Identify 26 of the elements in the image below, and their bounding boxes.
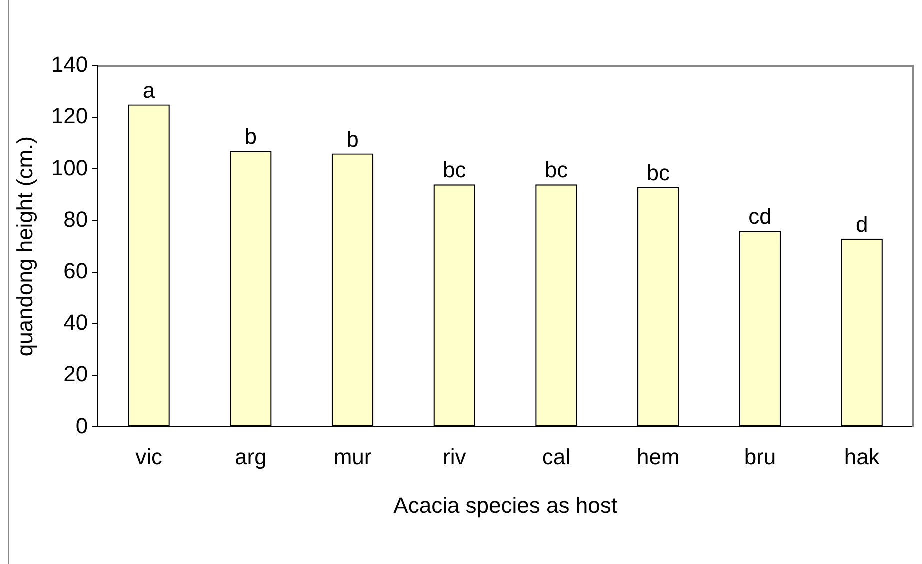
x-tick-label: mur (334, 444, 372, 470)
y-tick-label: 60 (64, 258, 88, 284)
annotation: bc (646, 160, 670, 186)
x-tick-label: riv (443, 444, 466, 470)
annotation: b (346, 126, 359, 152)
x-tick-label: vic (136, 444, 162, 470)
y-tick-label: 100 (51, 155, 88, 180)
x-tick-label: cal (542, 444, 571, 470)
y-tick-label: 20 (64, 362, 88, 387)
annotation: cd (748, 204, 772, 230)
y-tick-label: 140 (51, 52, 88, 78)
x-tick-label: arg (235, 444, 267, 470)
y-tick-label: 80 (64, 206, 88, 232)
annotation: a (142, 78, 156, 103)
x-tick-label: hak (844, 444, 881, 470)
x-axis-title: Acacia species as host (394, 492, 618, 518)
x-tick-label: bru (744, 444, 776, 470)
annotation: d (856, 212, 868, 237)
y-tick-label: 40 (64, 310, 88, 336)
y-tick-label: 0 (76, 413, 88, 438)
annotation: b (244, 124, 258, 150)
x-tick-label: hem (636, 444, 680, 470)
annotation: bc (544, 158, 568, 183)
y-tick-label: 120 (51, 104, 88, 129)
y-axis-title: quandong height (cm.) (12, 136, 38, 357)
annotation: bc (442, 158, 466, 183)
